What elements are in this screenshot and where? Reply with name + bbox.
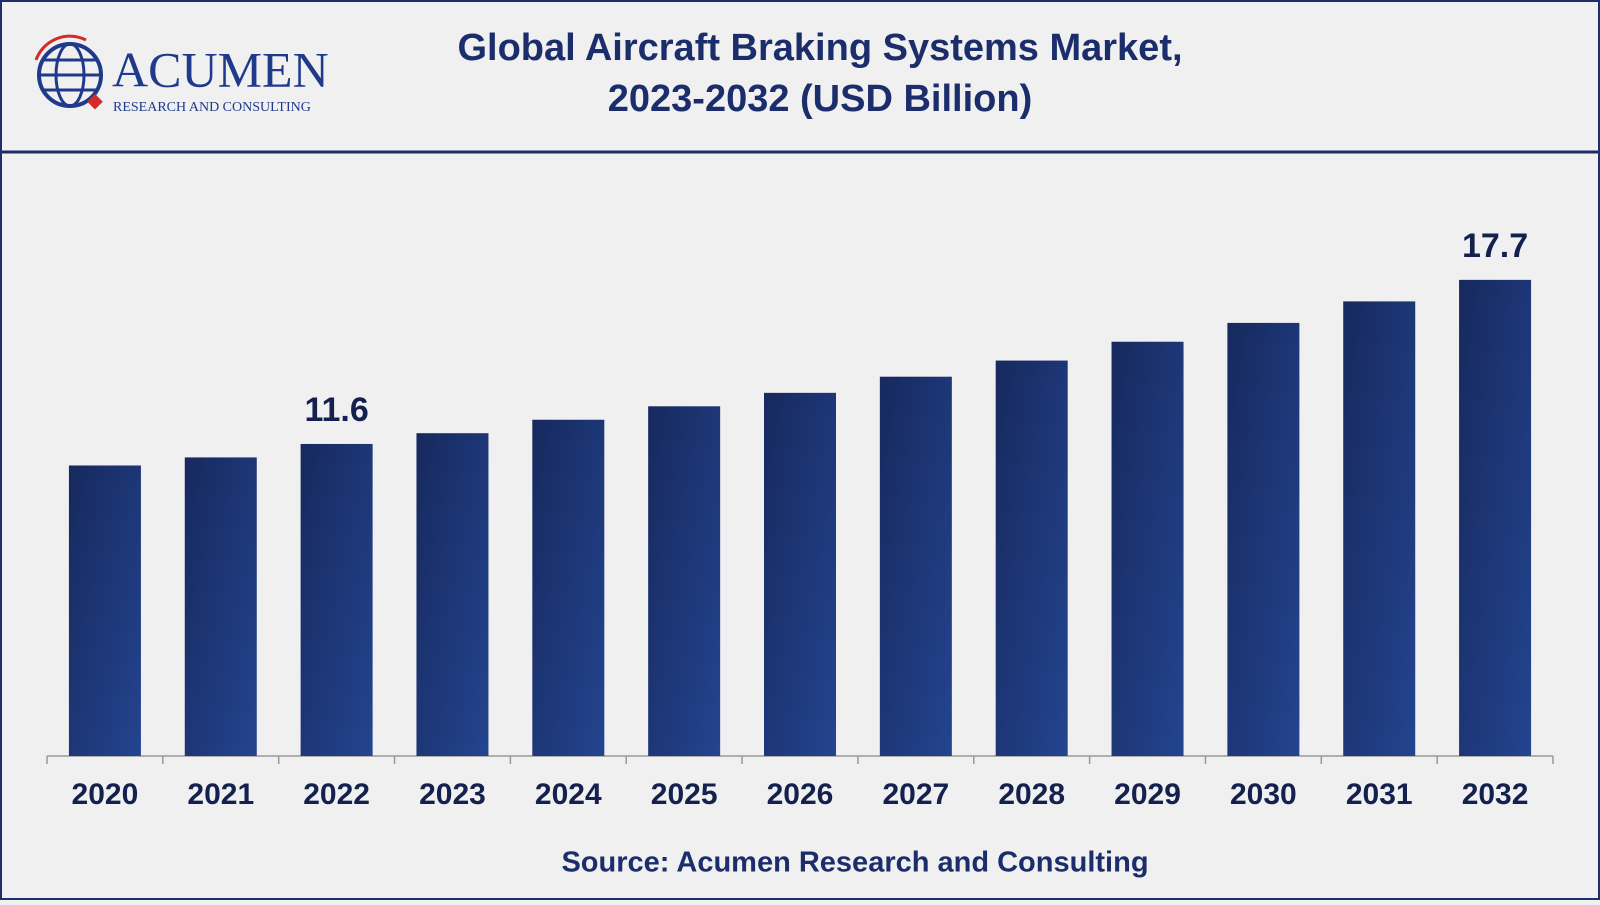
x-tick-label: 2027 bbox=[882, 778, 949, 811]
bar bbox=[416, 433, 489, 756]
x-tick-label: 2029 bbox=[1114, 778, 1181, 811]
value-label: 11.6 bbox=[304, 391, 368, 429]
value-label: 17.7 bbox=[1462, 227, 1528, 265]
logo-name: ACUMEN bbox=[112, 41, 329, 97]
x-tick-label: 2021 bbox=[187, 778, 254, 811]
x-tick-label: 2025 bbox=[651, 778, 718, 811]
bar bbox=[1111, 341, 1184, 756]
x-tick-label: 2030 bbox=[1230, 778, 1297, 811]
bar bbox=[879, 376, 952, 756]
x-tick-label: 2024 bbox=[535, 778, 602, 811]
x-tick-label: 2020 bbox=[72, 778, 139, 811]
bar bbox=[68, 465, 141, 756]
bar bbox=[1343, 301, 1416, 756]
chart-title: Global Aircraft Braking Systems Market, bbox=[457, 27, 1182, 69]
bar bbox=[1227, 322, 1300, 756]
bar bbox=[532, 419, 605, 756]
bar bbox=[764, 392, 836, 756]
x-tick-label: 2031 bbox=[1346, 778, 1413, 811]
logo: ACUMEN RESEARCH AND CONSULTING bbox=[34, 34, 329, 115]
bar bbox=[184, 457, 257, 756]
chart-subtitle: 2023-2032 (USD Billion) bbox=[608, 78, 1032, 120]
x-tick-label: 2026 bbox=[767, 778, 834, 811]
bar bbox=[648, 406, 721, 756]
x-tick-label: 2023 bbox=[419, 778, 486, 811]
x-tick-label: 2032 bbox=[1462, 778, 1529, 811]
x-tick-label: 2022 bbox=[303, 778, 370, 811]
logo-tagline: RESEARCH AND CONSULTING bbox=[113, 100, 311, 115]
bar bbox=[300, 443, 373, 756]
x-tick-label: 2028 bbox=[998, 778, 1065, 811]
bar bbox=[995, 360, 1068, 756]
source-note: Source: Acumen Research and Consulting bbox=[561, 847, 1148, 879]
bar bbox=[1459, 279, 1532, 756]
